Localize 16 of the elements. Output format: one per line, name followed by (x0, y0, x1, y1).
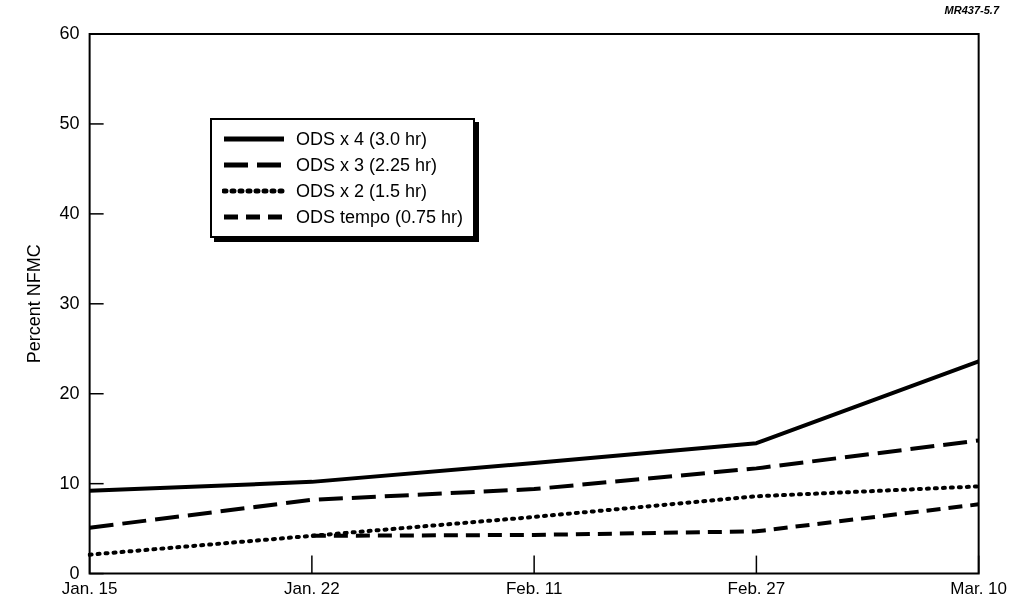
x-tick-label: Mar. 10 (950, 579, 1007, 599)
legend-label: ODS x 4 (3.0 hr) (296, 128, 428, 150)
y-tick-label: 40 (59, 202, 80, 223)
legend-label: ODS tempo (0.75 hr) (296, 206, 464, 228)
y-tick-label: 30 (59, 292, 80, 313)
text: MR437-5.7 (944, 4, 999, 16)
x-tick-label: Feb. 27 (727, 579, 786, 599)
y-tick-label: 50 (59, 112, 80, 133)
y-tick-label: 60 (59, 22, 80, 43)
y-axis-title: Percent NFMC (23, 244, 44, 364)
y-tick-label: 10 (59, 472, 80, 493)
x-tick-label: Feb. 11 (505, 579, 563, 599)
x-tick-label: Jan. 22 (284, 579, 340, 599)
legend-label: ODS x 3 (2.25 hr) (296, 154, 438, 176)
y-tick-label: 20 (59, 382, 80, 403)
legend-label: ODS x 2 (1.5 hr) (296, 180, 428, 202)
